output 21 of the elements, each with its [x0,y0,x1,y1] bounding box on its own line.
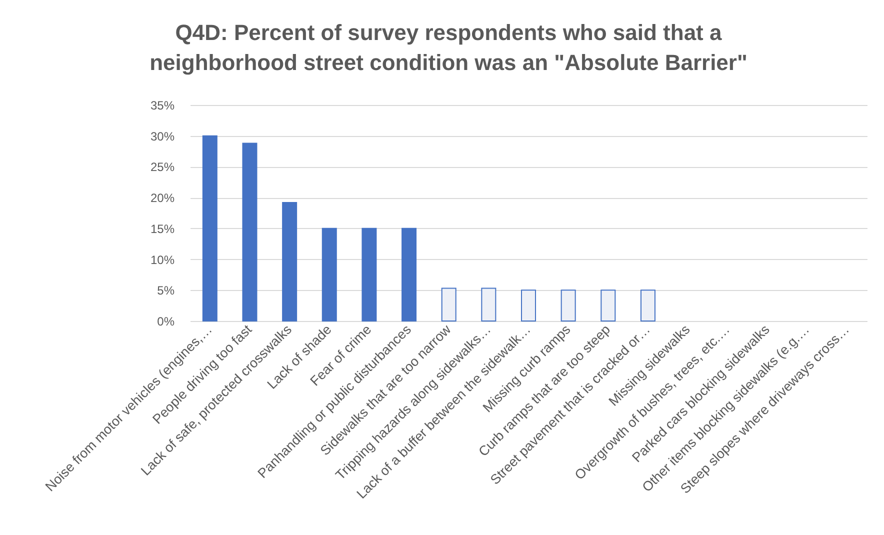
bar [481,288,496,322]
y-tick-label: 30% [150,129,175,144]
bar [322,228,337,322]
y-tick-label: 10% [150,252,175,267]
y-tick-label: 25% [150,160,175,174]
bar [600,290,616,322]
bar [362,228,377,322]
y-tick-label: 35% [150,98,175,112]
y-tick-label: 20% [150,191,175,206]
bar [560,290,576,322]
bar [402,228,417,322]
bar [640,290,656,322]
bar [202,135,218,322]
y-tick-label: 0% [157,314,175,328]
y-tick-label: 15% [150,222,175,236]
bar [441,288,456,322]
chart-title: Q4D: Percent of survey respondents who said that a neighborhood street condition was an "Absolute Barrier" [150,20,748,75]
bar [282,202,298,322]
y-tick-label: 5% [157,284,175,298]
bar [521,290,536,322]
bar [242,142,258,322]
